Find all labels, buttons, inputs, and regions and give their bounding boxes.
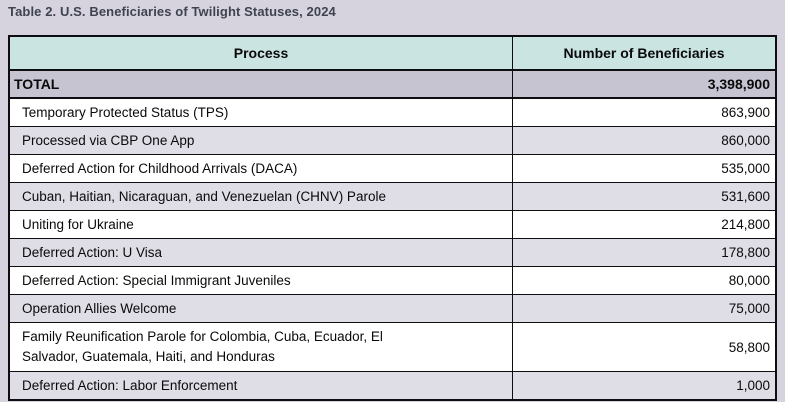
table-caption: Table 2. U.S. Beneficiaries of Twilight … [8, 4, 336, 19]
table-row: Deferred Action: Special Immigrant Juven… [8, 266, 777, 295]
process-cell: Cuban, Haitian, Nicaraguan, and Venezuel… [8, 182, 513, 211]
table-row: Uniting for Ukraine 214,800 [8, 210, 777, 239]
beneficiaries-cell: 75,000 [512, 294, 777, 323]
beneficiaries-cell: 80,000 [512, 266, 777, 295]
beneficiaries-cell: 531,600 [512, 182, 777, 211]
table-row: Deferred Action: Labor Enforcement 1,000 [8, 371, 777, 401]
total-value: 3,398,900 [512, 69, 777, 99]
table-row: Deferred Action for Childhood Arrivals (… [8, 154, 777, 183]
process-cell: Deferred Action: U Visa [8, 238, 513, 267]
table-row: Operation Allies Welcome 75,000 [8, 294, 777, 323]
column-header-beneficiaries: Number of Beneficiaries [512, 35, 777, 71]
table-row: Temporary Protected Status (TPS) 863,900 [8, 97, 777, 127]
total-label: TOTAL [8, 69, 513, 99]
beneficiaries-cell: 58,800 [512, 322, 777, 372]
beneficiaries-cell: 535,000 [512, 154, 777, 183]
table-row: Cuban, Haitian, Nicaraguan, and Venezuel… [8, 182, 777, 211]
total-row: TOTAL 3,398,900 [8, 69, 777, 99]
table-row: Family Reunification Parole for Colombia… [8, 322, 777, 372]
beneficiaries-cell: 214,800 [512, 210, 777, 239]
process-text: Family Reunification Parole for Colombia… [22, 329, 383, 364]
process-cell: Family Reunification Parole for Colombia… [8, 322, 513, 372]
table-row: Processed via CBP One App 860,000 [8, 126, 777, 155]
beneficiaries-cell: 863,900 [512, 97, 777, 127]
beneficiaries-cell: 178,800 [512, 238, 777, 267]
beneficiaries-table: Process Number of Beneficiaries TOTAL 3,… [8, 35, 777, 401]
column-header-process: Process [8, 35, 513, 71]
process-cell: Deferred Action for Childhood Arrivals (… [8, 154, 513, 183]
table-header-row: Process Number of Beneficiaries [8, 35, 777, 71]
beneficiaries-cell: 860,000 [512, 126, 777, 155]
process-cell: Deferred Action: Special Immigrant Juven… [8, 266, 513, 295]
process-cell: Operation Allies Welcome [8, 294, 513, 323]
process-cell: Deferred Action: Labor Enforcement [8, 371, 513, 401]
process-cell: Processed via CBP One App [8, 126, 513, 155]
table-row: Deferred Action: U Visa 178,800 [8, 238, 777, 267]
process-cell: Temporary Protected Status (TPS) [8, 97, 513, 127]
process-cell: Uniting for Ukraine [8, 210, 513, 239]
beneficiaries-cell: 1,000 [512, 371, 777, 401]
